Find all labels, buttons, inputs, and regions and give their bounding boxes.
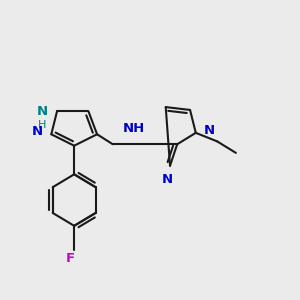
Text: F: F bbox=[65, 252, 74, 265]
Text: H: H bbox=[38, 120, 46, 130]
Text: N: N bbox=[32, 125, 43, 138]
Text: NH: NH bbox=[123, 122, 146, 135]
Text: N: N bbox=[204, 124, 215, 137]
Text: N: N bbox=[37, 105, 48, 118]
Text: N: N bbox=[162, 173, 173, 186]
